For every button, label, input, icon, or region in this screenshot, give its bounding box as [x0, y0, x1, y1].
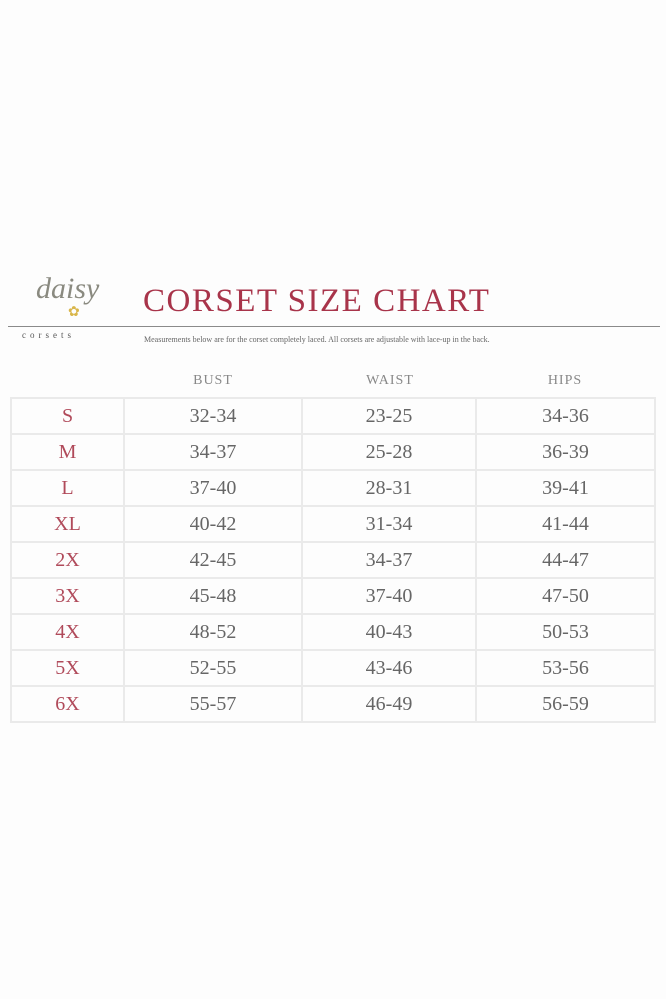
daisy-flower-icon: ✿: [68, 305, 80, 320]
table-row: M 34-37 25-28 36-39: [10, 433, 656, 471]
waist-cell: 28-31: [301, 469, 477, 507]
bust-cell: 52-55: [123, 649, 303, 687]
table-row: 3X 45-48 37-40 47-50: [10, 577, 656, 615]
size-cell: 5X: [10, 649, 125, 687]
column-header-bust: BUST: [193, 373, 233, 388]
size-cell: 2X: [10, 541, 125, 579]
hips-cell: 36-39: [475, 433, 656, 471]
hips-cell: 53-56: [475, 649, 656, 687]
size-table: S 32-34 23-25 34-36 M 34-37 25-28 36-39 L 37-40 28…: [10, 397, 656, 723]
logo-wordmark: daisy: [36, 272, 100, 305]
hips-cell: 44-47: [475, 541, 656, 579]
waist-cell: 43-46: [301, 649, 477, 687]
bust-cell: 42-45: [123, 541, 303, 579]
column-header-waist: WAIST: [366, 373, 414, 388]
hips-cell: 47-50: [475, 577, 656, 615]
size-cell: S: [10, 397, 125, 435]
table-row: XL 40-42 31-34 41-44: [10, 505, 656, 543]
subtitle-note: Measurements below are for the corset co…: [144, 335, 490, 344]
waist-cell: 34-37: [301, 541, 477, 579]
size-cell: 3X: [10, 577, 125, 615]
size-cell: L: [10, 469, 125, 507]
table-row: 4X 48-52 40-43 50-53: [10, 613, 656, 651]
waist-cell: 46-49: [301, 685, 477, 723]
hips-cell: 50-53: [475, 613, 656, 651]
size-cell: 4X: [10, 613, 125, 651]
hips-cell: 34-36: [475, 397, 656, 435]
logo-tagline: corsets: [22, 330, 75, 340]
bust-cell: 32-34: [123, 397, 303, 435]
column-header-hips: HIPS: [547, 373, 583, 388]
table-row: 2X 42-45 34-37 44-47: [10, 541, 656, 579]
bust-cell: 37-40: [123, 469, 303, 507]
waist-cell: 37-40: [301, 577, 477, 615]
header-divider: [8, 326, 660, 327]
bust-cell: 48-52: [123, 613, 303, 651]
hips-cell: 39-41: [475, 469, 656, 507]
waist-cell: 25-28: [301, 433, 477, 471]
waist-cell: 23-25: [301, 397, 477, 435]
table-row: S 32-34 23-25 34-36: [10, 397, 656, 435]
size-cell: XL: [10, 505, 125, 543]
bust-cell: 34-37: [123, 433, 303, 471]
bust-cell: 45-48: [123, 577, 303, 615]
hips-cell: 41-44: [475, 505, 656, 543]
table-row: L 37-40 28-31 39-41: [10, 469, 656, 507]
size-cell: M: [10, 433, 125, 471]
bust-cell: 40-42: [123, 505, 303, 543]
waist-cell: 31-34: [301, 505, 477, 543]
daisy-corsets-logo: daisy ✿ corsets: [6, 262, 136, 347]
bust-cell: 55-57: [123, 685, 303, 723]
table-row: 5X 52-55 43-46 53-56: [10, 649, 656, 687]
size-cell: 6X: [10, 685, 125, 723]
hips-cell: 56-59: [475, 685, 656, 723]
table-row: 6X 55-57 46-49 56-59: [10, 685, 656, 723]
waist-cell: 40-43: [301, 613, 477, 651]
page-title: CORSET SIZE CHART: [143, 283, 491, 319]
